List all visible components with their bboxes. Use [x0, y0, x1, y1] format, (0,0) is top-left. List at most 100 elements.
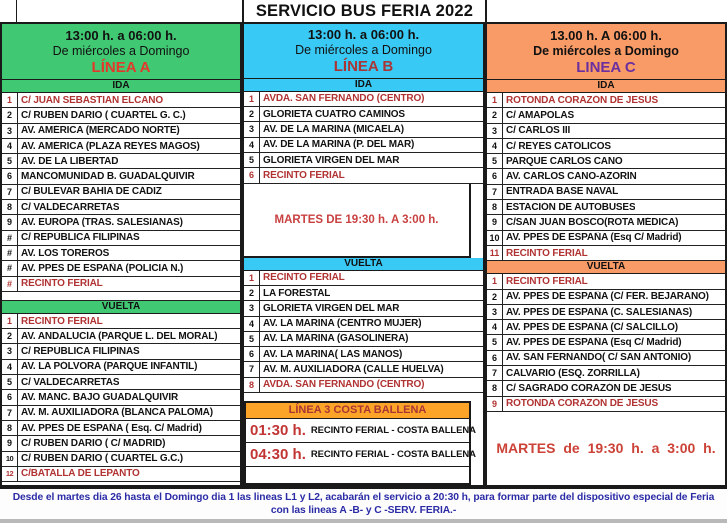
stop-name: AV. LA MARINA (CENTRO MUJER) [263, 318, 422, 330]
stop-name: LA FORESTAL [263, 287, 331, 299]
stop-row: 9 C/ RUBEN DARIO ( C/ MADRID) [2, 436, 240, 452]
linea-a-table: 13:00 h. a 06:00 h. De miércoles a Domin… [0, 22, 242, 487]
linea-c-vuelta-stops: 1 RECINTO FERIAL 2 AV. PPES DE ESPAÑA (C/ F… [487, 274, 725, 412]
linea-c-title-strip [485, 0, 727, 22]
stop-row: 1 AVDA. SAN FERNANDO (CENTRO) [244, 91, 483, 108]
stop-number: 8 [487, 200, 503, 215]
stop-name: AV. DE LA MARINA (MICAELA) [263, 124, 404, 136]
stop-name: AV. AMÉRICA (PLAZA REYES MAGOS) [21, 140, 200, 152]
stop-name: AV. ANDALUCÍA (PARQUE L. DEL MORAL) [21, 330, 218, 342]
footer-line-2: con las lineas A -B- y C -SERV. FERIA.- [270, 505, 457, 516]
empty-row [246, 467, 469, 483]
stop-row: 9 C/SAN JUAN BOSCO(ROTA MÉDICA) [487, 215, 725, 231]
stop-row: 7 ENTRADA BASE NAVAL [487, 184, 725, 201]
stop-name: AV. AMÉRICA (MERCADO NORTE) [21, 125, 180, 137]
stop-name: C/ BULEVAR BAHÍA DE CÁDIZ [21, 186, 162, 198]
linea-a-days: De miércoles a Domingo [52, 43, 190, 58]
linea-b-column: SERVICIO BUS FERIA 2022 13:00 h. a 06:00… [242, 0, 485, 487]
linea-c-tuesday-notice: MARTES de 19:30 h. a 3:00 h. [487, 412, 725, 485]
costa-ballena-header: LÍNEA 3 COSTA BALLENA [246, 403, 469, 419]
linea-a-hours: 13:00 h. a 06:00 h. [65, 27, 177, 43]
stop-row: 6 AV. SAN FERNANDO( C/ SAN ANTONIO) [487, 350, 725, 367]
stop-name: ENTRADA BASE NAVAL [506, 186, 619, 198]
stop-row: 5 AV. DE LA LIBERTAD [2, 154, 240, 170]
stop-number: 7 [487, 184, 503, 200]
stop-row: # AV. LOS TOREROS [2, 245, 240, 262]
stop-number: # [2, 245, 18, 261]
linea-c-hours: 13.00 h. A 06:00 h. [550, 27, 662, 43]
stop-number: 3 [2, 123, 18, 138]
stop-name: AV. DE LA MARINA (P. DEL MAR) [263, 139, 415, 151]
stop-number: # [2, 261, 18, 276]
stop-row: 3 C/ REPÚBLICA FILIPINAS [2, 344, 240, 360]
linea-a-title-strip [0, 0, 242, 22]
linea-c-ida-stops: 1 ROTONDA CORAZÓN DE JESÚS 2 C/ AMAPOLAS 3 C/… [487, 93, 725, 262]
stop-row: 4 C/ REYES CATÓLICOS [487, 138, 725, 155]
stop-number: 8 [487, 381, 503, 396]
costa-ballena-row: 04:30 h. RECINTO FERIAL - COSTA BALLENA [246, 443, 476, 467]
stop-row: 4 AV. LA MARINA (CENTRO MUJER) [244, 316, 483, 332]
stop-number: 11 [487, 245, 503, 261]
stop-row: 1 ROTONDA CORAZÓN DE JESÚS [487, 93, 725, 109]
linea-c-header: 13.00 h. A 06:00 h. De miércoles a Domin… [487, 24, 725, 80]
stop-name: AV. CARLOS CANO-AZORÍN [506, 171, 637, 183]
gap [244, 393, 483, 401]
stop-name: C/ RUBEN DARIO ( C/ MADRID) [21, 437, 166, 449]
footer-note: Desde el martes dia 26 hasta el Domingo … [0, 487, 727, 523]
stop-row: 10 C/ RUBEN DARIO ( CUARTEL G.C.) [2, 451, 240, 467]
stop-name: C/ RUBEN DARIO ( CUARTEL G.C.) [21, 453, 183, 465]
stop-row: 5 AV. PPES DE ESPAÑA (Esq C/ Madrid) [487, 335, 725, 351]
page-title: SERVICIO BUS FERIA 2022 [255, 1, 474, 20]
linea-c-vuelta-label: VUELTA [487, 261, 725, 275]
stop-row: 8 C/ SAGRADO CORAZÓN DE JESÚS [487, 381, 725, 397]
linea-a-vuelta-stops: 1 RECINTO FERIAL 2 AV. ANDALUCÍA (PARQUE L.… [2, 313, 240, 483]
stop-row: 5 C/ VALDECARRETAS [2, 375, 240, 391]
stop-row: 8 ESTACIÓN DE AUTOBUSES [487, 200, 725, 216]
costa-departure-time: 04:30 h. [250, 446, 306, 463]
stop-row: 4 AV. AMÉRICA (PLAZA REYES MAGOS) [2, 138, 240, 155]
empty-row [2, 291, 240, 301]
stop-name: GLORIETA VIRGEN DEL MAR [263, 154, 400, 166]
stop-name: AVDA. SAN FERNANDO (CENTRO) [263, 93, 425, 105]
stop-number: 5 [2, 375, 18, 390]
stop-name: C/ SAGRADO CORAZÓN DE JESÚS [506, 382, 672, 394]
stop-name: RECINTO FERIAL [263, 272, 345, 284]
stop-row: 2 C/ AMAPOLAS [487, 108, 725, 124]
stop-row: 3 AV. AMÉRICA (MERCADO NORTE) [2, 123, 240, 139]
stop-number: 6 [487, 350, 503, 366]
stop-name: AV. PPES DE ESPAÑA (C/ SALCILLO) [506, 321, 678, 333]
stop-name: C/ RUBEN DARIO ( CUARTEL G. C.) [21, 109, 186, 121]
linea-b-header: 13:00 h. a 06:00 h. De miércoles a Domin… [244, 24, 483, 79]
stop-name: C/ CARLOS III [506, 125, 571, 137]
stop-number: 6 [244, 168, 260, 183]
stop-row: 4 AV. DE LA MARINA (P. DEL MAR) [244, 137, 483, 154]
stop-row: 2 LA FORESTAL [244, 285, 483, 302]
stop-number: 3 [2, 344, 18, 359]
stop-row: 4 AV. PPES DE ESPAÑA (C/ SALCILLO) [487, 320, 725, 336]
stop-name: AV. LA MARINA( LAS MANOS) [263, 348, 403, 360]
stop-number: 12 [2, 466, 18, 482]
stop-row: 8 AVDA. SAN FERNANDO (CENTRO) [244, 377, 483, 393]
stop-row: 2 C/ RUBEN DARIO ( CUARTEL G. C.) [2, 108, 240, 124]
stop-name: AV. M. AUXILIADORA (CALLE HUELVA) [263, 364, 444, 376]
stop-number: 5 [487, 154, 503, 169]
stop-row: 1 C/ JUAN SEBASTIAN ELCANO [2, 93, 240, 109]
stop-row: 10 AV. PPES DE ESPAÑA (Esq C/ Madrid) [487, 230, 725, 246]
stop-row: 6 RECINTO FERIAL [244, 168, 483, 184]
linea-b-tuesday-notice: MARTES DE 19:30 h. A 3:00 h. [244, 183, 471, 258]
stop-number: 9 [2, 436, 18, 451]
stop-number: 2 [244, 285, 260, 301]
stop-name: AV. LA MARINA (GASOLINERA) [263, 333, 409, 345]
linea-b-hours: 13:00 h. a 06:00 h. [307, 26, 420, 42]
stop-number: 4 [2, 359, 18, 375]
stop-name: AV. PPES DE ESPAÑA (C. SALESIANAS) [506, 306, 693, 318]
stop-number: 8 [2, 420, 18, 436]
linea-b-vuelta-label: VUELTA [244, 257, 483, 271]
stop-name: AV. MANC. BAJO GUADALQUIVIR [21, 391, 179, 403]
linea-b-name: LÍNEA B [333, 57, 394, 75]
stop-number: 9 [487, 215, 503, 230]
stop-name: RECINTO FERIAL [506, 275, 588, 287]
stop-number: 2 [244, 107, 260, 122]
costa-ballena-row: 01:30 h. RECINTO FERIAL - COSTA BALLENA [246, 419, 476, 443]
stop-number: 6 [487, 169, 503, 184]
